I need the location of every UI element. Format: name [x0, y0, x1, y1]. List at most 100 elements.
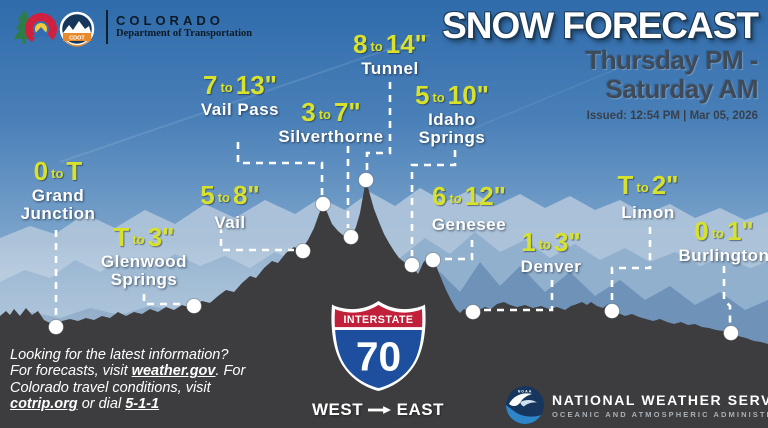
west-east-direction: WEST EAST	[312, 400, 444, 420]
location-name: Vail Pass	[200, 100, 280, 119]
cdot-badge-band-lower	[63, 33, 91, 41]
shield-route-number: 70	[356, 334, 401, 380]
amount-high: 2"	[651, 170, 679, 200]
weather-gov-link[interactable]: weather.gov	[131, 363, 216, 380]
shield-body	[335, 330, 422, 389]
dial-511-link[interactable]: 5-1-1	[125, 396, 160, 413]
nws-wordmark: NATIONAL WEATHER SERVICE OCEANIC AND ATM…	[552, 392, 768, 419]
info-line3: Colorado travel conditions, visit	[10, 379, 211, 396]
cdot-badge-peaks	[63, 21, 91, 33]
info-line2-post: . For	[215, 363, 246, 380]
location-name: Limon	[621, 203, 675, 222]
amount-low: T	[617, 170, 634, 200]
noaa-gull-wing	[520, 400, 537, 407]
label-tunnel: 8 to 14" Tunnel	[330, 31, 450, 78]
label-burlington: 0 to 1" Burlington	[654, 218, 768, 265]
cotrip-link[interactable]: cotrip.org	[10, 396, 78, 413]
amount-connector: to	[220, 80, 233, 95]
shield-crest	[334, 304, 423, 328]
amount-low: 1	[521, 227, 536, 257]
cdot-badge-label: CDOT	[69, 36, 85, 42]
amount-low: 0	[33, 156, 49, 186]
amount-connector: to	[318, 107, 331, 122]
leader-line-vail-pass	[236, 142, 324, 196]
snow-amount: 3 to 7"	[251, 99, 411, 125]
info-text: Looking for the latest information? For …	[10, 347, 260, 413]
marker-dot-idaho-springs	[404, 257, 420, 273]
cdot-header: CDOT COLORADO Department of Transportati…	[10, 6, 252, 48]
amount-low: T	[113, 222, 130, 252]
amount-high: 8"	[232, 180, 260, 210]
cdot-wordmark: COLORADO Department of Transportation	[106, 10, 252, 44]
leader-lines	[54, 82, 732, 325]
leader-line-burlington	[722, 266, 732, 325]
cdot-badge-band	[62, 34, 92, 47]
amount-connector: to	[51, 166, 64, 181]
amount-low: 3	[301, 97, 316, 127]
amount-high: 12"	[464, 181, 506, 211]
location-name: Denver	[520, 257, 582, 276]
label-idaho-springs: 5 to 10" Idaho Springs	[407, 82, 497, 148]
marker-dot-genesee	[425, 252, 441, 268]
snow-amount: 6 to 12"	[409, 183, 529, 209]
amount-low: 8	[353, 29, 368, 59]
amount-low: 5	[200, 180, 215, 210]
amount-connector: to	[132, 232, 145, 247]
marker-dot-burlington	[723, 325, 739, 341]
marker-dot-glenwood-springs	[186, 298, 202, 314]
blue-mountain-icon	[32, 27, 50, 37]
info-line2-pre: For forecasts, visit	[10, 363, 132, 380]
location-name: Tunnel	[361, 59, 419, 78]
snow-amount: 0 to 1"	[654, 218, 768, 244]
location-name: Idaho Springs	[418, 110, 486, 148]
nws-title: NATIONAL WEATHER SERVICE	[552, 391, 768, 408]
shield-interstate-label: INTERSTATE	[343, 314, 413, 326]
noaa-logo: NOAA	[506, 386, 544, 424]
amount-high: 3"	[553, 227, 581, 257]
snow-amount: 8 to 14"	[330, 31, 450, 57]
snow-amount: 0 to T	[2, 158, 114, 184]
amount-high: T	[66, 156, 83, 186]
amount-high: 7"	[333, 97, 361, 127]
marker-dot-vail-pass	[315, 196, 331, 212]
amount-connector: to	[217, 190, 230, 205]
marker-dot-denver	[465, 304, 481, 320]
marker-dot-vail	[295, 243, 311, 259]
forecast-period-line1: Thursday PM -	[585, 44, 758, 75]
interstate-70-shield: INTERSTATE 70	[331, 300, 426, 392]
noaa-ocean	[506, 405, 541, 424]
title-block: SNOW FORECAST Thursday PM - Saturday AM …	[442, 5, 759, 123]
amount-low: 6	[432, 181, 447, 211]
amount-high: 10"	[447, 80, 489, 110]
marker-dots	[48, 172, 739, 341]
issued-timestamp: Issued: 12:54 PM | Mar 05, 2026	[586, 110, 758, 123]
amount-high: 1"	[726, 216, 754, 246]
snow-amount: 5 to 8"	[180, 182, 280, 208]
elevation-silhouette	[0, 180, 768, 428]
label-vail: 5 to 8" Vail	[180, 182, 280, 232]
marker-dot-tunnel	[358, 172, 374, 188]
location-name: Glenwood Springs	[100, 252, 188, 290]
amount-connector: to	[370, 39, 383, 54]
west-label: WEST	[312, 400, 364, 419]
marker-dot-grand-junction	[48, 319, 64, 335]
label-genesee: 6 to 12" Genesee	[409, 183, 529, 234]
east-arrow-icon	[368, 406, 392, 414]
contrail	[469, 54, 651, 131]
location-name: Vail	[214, 213, 246, 232]
leader-line-limon	[610, 227, 652, 303]
amount-high: 13"	[235, 70, 277, 100]
nws-subtitle: OCEANIC AND ATMOSPHERIC ADMINISTRATION	[552, 409, 768, 419]
contrail	[59, 34, 431, 163]
page-title: SNOW FORECAST	[442, 5, 759, 46]
location-name: Silverthorne	[278, 127, 384, 146]
amount-high: 14"	[385, 29, 427, 59]
info-line1: Looking for the latest information?	[10, 347, 229, 363]
leader-line-genesee	[443, 240, 474, 261]
cdot-org-name: COLORADO	[116, 12, 224, 28]
amount-high: 3"	[147, 222, 175, 252]
nws-footer: NOAA NATIONAL WEATHER SERVICE OCEANIC AN…	[505, 385, 768, 425]
amount-low: 5	[415, 80, 430, 110]
